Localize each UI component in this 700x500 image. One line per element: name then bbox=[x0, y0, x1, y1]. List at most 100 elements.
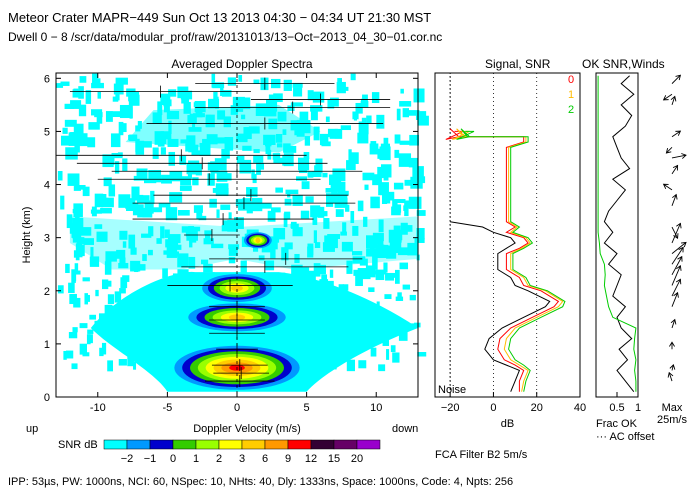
noise-speckle-blob bbox=[375, 269, 385, 281]
noise-speckle-blob bbox=[118, 194, 131, 208]
noise-speckle-blob bbox=[167, 234, 181, 244]
noise-speckle-blob bbox=[165, 207, 178, 221]
noise-speckle-blob bbox=[60, 195, 65, 210]
noise-speckle-blob bbox=[78, 133, 88, 147]
noise-speckle-blob bbox=[78, 227, 92, 236]
noise-speckle-blob bbox=[281, 247, 289, 261]
noise-speckle-blob bbox=[79, 323, 88, 329]
noise-speckle-blob bbox=[349, 152, 359, 164]
noise-speckle-blob bbox=[292, 194, 303, 206]
noise-speckle-blob bbox=[332, 168, 346, 182]
y-axis-label: Height (km) bbox=[21, 207, 33, 264]
noise-speckle-blob bbox=[92, 73, 98, 84]
noise-speckle-blob bbox=[96, 113, 103, 124]
wind-arrowhead bbox=[672, 193, 678, 200]
colorbar-swatch bbox=[172, 439, 197, 450]
noise-speckle-blob bbox=[181, 226, 189, 233]
snr-x-tick-label: 0 bbox=[490, 402, 496, 414]
noise-speckle-blob bbox=[399, 262, 409, 270]
noise-speckle-blob bbox=[362, 172, 375, 181]
noise-speckle-blob bbox=[227, 77, 237, 86]
x-tick-label: 10 bbox=[370, 402, 382, 414]
noise-speckle-blob bbox=[67, 173, 80, 186]
noise-speckle-blob bbox=[394, 269, 400, 284]
noise-speckle-blob bbox=[408, 157, 418, 168]
noise-speckle-blob bbox=[87, 137, 96, 148]
ok-snr-winds-panel: 0.5 1 OK SNR,Winds Frac OK··· AC offset Max2… bbox=[582, 57, 687, 443]
noise-speckle-blob bbox=[188, 226, 201, 232]
noise-speckle-blob bbox=[119, 257, 126, 268]
x-tick-label: 5 bbox=[304, 402, 310, 414]
noise-speckle-blob bbox=[283, 79, 292, 91]
spectra-title: Averaged Doppler Spectra bbox=[171, 57, 313, 71]
noise-speckle-blob bbox=[204, 230, 212, 235]
noise-speckle-blob bbox=[358, 360, 367, 369]
noise-speckle-blob bbox=[341, 241, 353, 252]
noise-speckle-blob bbox=[201, 259, 209, 265]
noise-speckle-blob bbox=[100, 207, 112, 214]
noise-speckle-blob bbox=[399, 140, 411, 145]
noise-speckle-blob bbox=[68, 132, 80, 146]
noise-speckle-blob bbox=[122, 241, 127, 248]
x-axis-label: Doppler Velocity (m/s) bbox=[193, 423, 301, 435]
noise-speckle-blob bbox=[304, 136, 311, 146]
noise-speckle-blob bbox=[115, 93, 120, 101]
noise-speckle-blob bbox=[79, 76, 87, 83]
noise-speckle-blob bbox=[198, 215, 207, 221]
noise-speckle-blob bbox=[376, 114, 385, 129]
noise-speckle-blob bbox=[112, 111, 124, 118]
noise-speckle-blob bbox=[326, 193, 334, 207]
wind-vector bbox=[666, 147, 673, 154]
noise-speckle-blob bbox=[97, 91, 101, 99]
noise-speckle-blob bbox=[147, 249, 153, 256]
noise-speckle-blob bbox=[114, 291, 122, 303]
noise-speckle-blob bbox=[256, 162, 261, 175]
noise-speckle-blob bbox=[355, 102, 363, 114]
y-tick-label: 4 bbox=[44, 180, 50, 192]
noise-speckle-blob bbox=[91, 109, 103, 116]
noise-speckle-blob bbox=[99, 347, 104, 357]
noise-speckle-blob bbox=[214, 158, 227, 171]
colorbar-swatch bbox=[264, 439, 289, 450]
noise-speckle-blob bbox=[310, 108, 318, 121]
noise-speckle-blob bbox=[414, 238, 425, 243]
noise-speckle-blob bbox=[307, 243, 314, 256]
noise-speckle-blob bbox=[357, 268, 371, 280]
noise-speckle-blob bbox=[350, 73, 356, 81]
noise-speckle-blob bbox=[63, 350, 67, 360]
noise-speckle-blob bbox=[56, 83, 64, 88]
ok-series-frac_ok bbox=[603, 75, 635, 393]
noise-speckle-blob bbox=[335, 209, 344, 217]
winds-max-label: Max bbox=[662, 402, 683, 414]
noise-speckle-blob bbox=[72, 208, 83, 214]
noise-speckle-blob bbox=[115, 77, 128, 85]
snr-noise-annotation: Noise bbox=[438, 384, 466, 396]
noise-speckle-blob bbox=[372, 232, 384, 242]
noise-speckle-blob bbox=[136, 168, 148, 181]
snr-legend-entry: 0 bbox=[568, 74, 574, 86]
noise-speckle-blob bbox=[96, 231, 108, 242]
wind-vector bbox=[671, 256, 683, 276]
noise-speckle-blob bbox=[131, 186, 140, 201]
ok-x-tick-label: 0.5 bbox=[609, 402, 624, 414]
noise-speckle-blob bbox=[380, 143, 391, 156]
filter-footnote: FCA Filter B2 5m/s bbox=[435, 449, 528, 461]
noise-speckle-blob bbox=[357, 200, 364, 212]
noise-speckle-blob bbox=[113, 83, 124, 95]
noise-speckle-blob bbox=[160, 147, 166, 155]
wind-vector bbox=[671, 154, 687, 159]
wind-vector bbox=[671, 223, 681, 244]
noise-speckle-blob bbox=[166, 243, 178, 258]
noise-speckle-blob bbox=[337, 193, 346, 203]
noise-speckle-blob bbox=[72, 232, 79, 243]
noise-speckle-blob bbox=[283, 213, 288, 228]
noise-speckle-blob bbox=[409, 134, 419, 146]
noise-speckle-blob bbox=[57, 285, 64, 294]
noise-speckle-blob bbox=[287, 105, 295, 112]
header-line-2: Dwell 0 − 8 /scr/data/modular_prof/raw/2… bbox=[8, 30, 443, 44]
noise-speckle-blob bbox=[96, 78, 101, 87]
noise-speckle-blob bbox=[78, 86, 84, 99]
noise-speckle-blob bbox=[337, 183, 345, 197]
noise-speckle-blob bbox=[78, 104, 87, 117]
noise-speckle-blob bbox=[220, 204, 231, 210]
